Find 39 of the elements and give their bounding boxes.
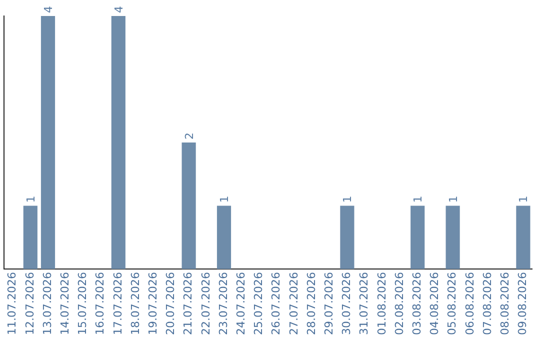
data-label: 2 [182, 132, 196, 140]
x-tick-label: 26.07.2026 [270, 272, 283, 336]
x-tick-label: 19.07.2026 [146, 272, 160, 336]
data-label: 4 [112, 6, 126, 13]
x-tick-label: 18.07.2026 [128, 272, 142, 336]
x-tick-label: 20.07.2026 [164, 272, 178, 336]
x-tick-label: 29.07.2026 [322, 272, 336, 336]
x-tick-label: 06.08.2026 [463, 272, 476, 336]
x-tick-label: 03.08.2026 [410, 272, 424, 336]
data-label: 1 [218, 196, 231, 203]
x-tick-label: 12.07.2026 [23, 272, 36, 336]
x-tick-label: 02.08.2026 [392, 272, 406, 336]
x-tick-label: 05.08.2026 [446, 272, 459, 336]
data-label: 1 [517, 196, 530, 203]
x-tick-label: 25.07.2026 [252, 272, 266, 336]
x-tick-label: 15.07.2026 [76, 272, 90, 336]
x-tick-label: 13.07.2026 [40, 272, 54, 336]
x-tick-label: 17.07.2026 [111, 272, 124, 336]
x-tick-label: 24.07.2026 [234, 272, 248, 336]
data-label: 1 [24, 196, 38, 203]
x-tick-label: 30.07.2026 [340, 272, 354, 336]
data-label: 1 [341, 196, 354, 203]
x-tick-label: 31.07.2026 [358, 272, 371, 336]
x-tick-label: 27.07.2026 [287, 272, 300, 336]
x-tick-label: 09.08.2026 [516, 272, 530, 336]
x-tick-label: 01.08.2026 [375, 272, 388, 336]
x-tick-label: 28.07.2026 [304, 272, 318, 336]
x-tick-label: 22.07.2026 [199, 272, 212, 336]
data-label: 1 [412, 196, 425, 203]
data-label: 1 [446, 196, 460, 203]
x-tick-label: 14.07.2026 [58, 272, 72, 336]
x-tick-label: 07.08.2026 [480, 272, 494, 336]
x-tick-label: 11.07.2026 [6, 272, 19, 336]
x-tick-label: 23.07.2026 [216, 272, 230, 336]
data-label: 4 [42, 6, 55, 13]
x-tick-label: 04.08.2026 [428, 272, 442, 336]
x-tick-label: 08.08.2026 [498, 272, 512, 336]
x-tick-label: 16.07.2026 [94, 272, 107, 336]
x-tick-label: 21.07.2026 [182, 272, 195, 336]
